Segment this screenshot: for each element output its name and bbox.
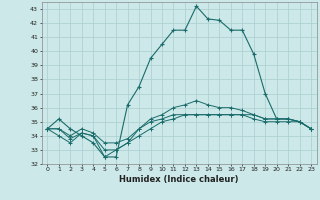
X-axis label: Humidex (Indice chaleur): Humidex (Indice chaleur) [119,175,239,184]
